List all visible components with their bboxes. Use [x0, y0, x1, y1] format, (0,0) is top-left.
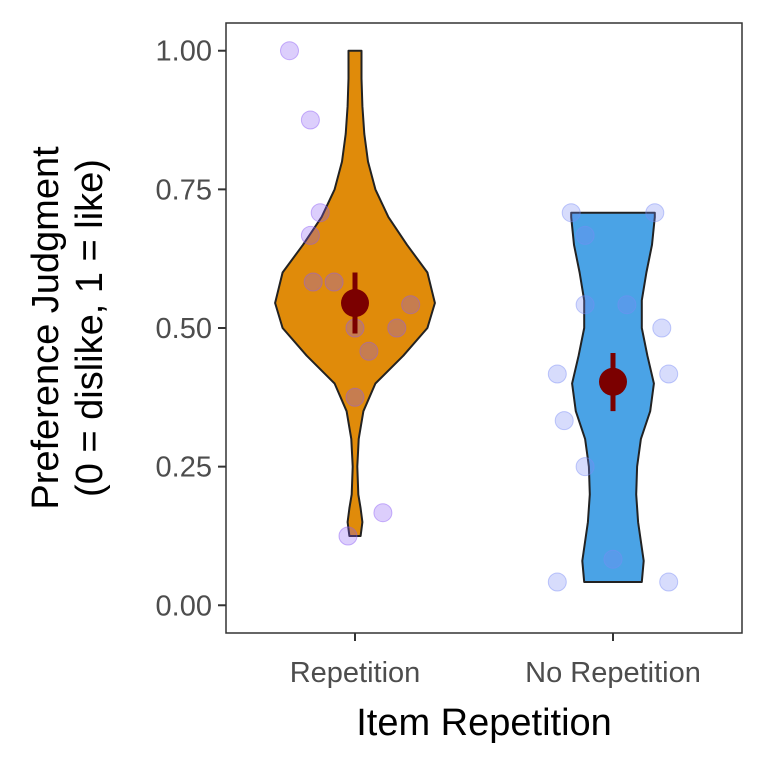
data-point: [547, 364, 567, 384]
data-point: [345, 387, 365, 407]
x-tick-label: Repetition: [290, 657, 421, 689]
x-axis-title: Item Repetition: [356, 702, 612, 744]
data-point: [300, 110, 320, 130]
mean-point: [341, 289, 369, 318]
data-point: [617, 295, 637, 315]
data-point: [652, 318, 672, 338]
data-point: [338, 526, 358, 546]
data-point: [303, 272, 323, 292]
x-axis: Repetition No Repetition: [290, 633, 701, 689]
data-point: [300, 225, 320, 245]
y-tick-label: 0.50: [156, 313, 212, 345]
y-axis-title-line-1: Preference Judgment: [25, 146, 67, 510]
data-point: [324, 272, 344, 292]
data-point: [659, 364, 679, 384]
x-tick-label: No Repetition: [525, 657, 701, 689]
points-layer: [280, 41, 679, 592]
data-point: [359, 341, 379, 361]
data-point: [401, 295, 421, 315]
data-point: [547, 572, 567, 592]
data-point: [575, 295, 595, 315]
data-point: [645, 203, 665, 223]
data-point: [561, 203, 581, 223]
y-axis: 0.00 0.25 0.50 0.75 1.00: [156, 36, 226, 622]
y-tick-label: 0.25: [156, 452, 212, 484]
data-point: [310, 203, 330, 223]
data-point: [659, 572, 679, 592]
data-point: [387, 318, 407, 338]
data-point: [575, 457, 595, 477]
data-point: [575, 225, 595, 245]
y-tick-label: 0.75: [156, 174, 212, 206]
y-axis-title-line-2: (0 = dislike, 1 = like): [69, 159, 111, 497]
data-point: [280, 41, 299, 61]
data-point: [603, 549, 623, 569]
means-layer: [341, 272, 627, 412]
mean-point: [599, 367, 627, 396]
y-tick-label: 0.00: [156, 590, 212, 622]
data-point: [554, 411, 574, 431]
y-tick-label: 1.00: [156, 36, 212, 68]
y-axis-title: Preference Judgment (0 = dislike, 1 = li…: [25, 146, 111, 510]
data-point: [373, 503, 393, 523]
